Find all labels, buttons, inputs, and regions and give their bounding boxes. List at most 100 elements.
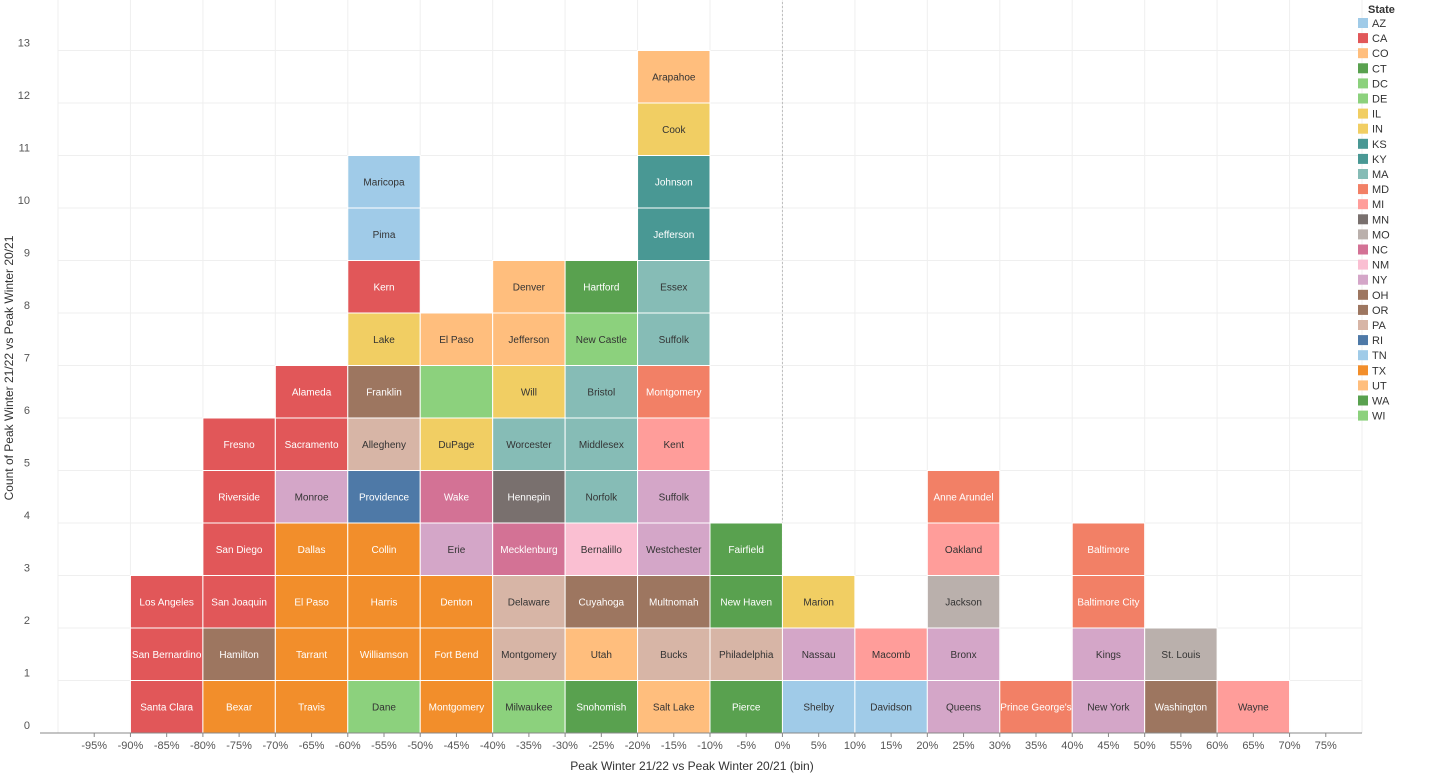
county-label: El Paso [294,597,329,608]
x-tick-label: 70% [1279,740,1301,752]
county-label: Snohomish [576,702,626,713]
legend-swatch [1358,410,1368,421]
x-tick-label: 5% [811,740,827,752]
county-label: Montgomery [501,650,557,661]
legend-label: CA [1372,33,1388,45]
legend-label: MI [1372,199,1384,211]
x-tick-label: 10% [844,740,866,752]
county-label: Will [521,387,537,398]
y-tick-label: 6 [24,405,30,417]
legend-swatch [1358,365,1368,376]
county-cell [419,312,494,366]
legend-label: KS [1372,139,1387,151]
y-tick-label: 7 [24,353,30,365]
county-label: Alameda [292,387,332,398]
legend-label: PA [1372,320,1387,332]
county-label: Riverside [218,492,260,503]
x-tick-label: 45% [1097,740,1119,752]
county-label: Norfolk [585,492,618,503]
county-label: Lake [373,335,395,346]
county-cell [492,365,566,419]
county-label: Cuyahoga [579,597,625,608]
legend-label: TN [1372,350,1387,362]
legend-label: WA [1372,396,1390,408]
county-label: Pima [373,230,396,241]
county-label: Philadelphia [719,650,774,661]
y-axis-title: Count of Peak Winter 21/22 vs Peak Winte… [2,235,16,500]
x-tick-label: -90% [118,740,144,752]
y-tick-label: 9 [24,248,30,260]
county-cell [202,575,276,629]
legend-label: DE [1372,94,1387,106]
legend-label: OR [1372,305,1389,317]
county-label: Monroe [295,492,329,503]
county-label: Tarrant [296,650,327,661]
county-cell [202,417,276,471]
county-label: Milwaukee [505,702,553,713]
legend-label: IL [1372,109,1381,121]
legend-swatch [1358,138,1368,149]
x-tick-label: -80% [190,740,216,752]
legend-label: AZ [1372,18,1386,30]
x-tick-label: 60% [1206,740,1228,752]
county-label: Hamilton [219,650,258,661]
x-tick-label: -5% [736,740,756,752]
x-tick-label: -50% [407,740,433,752]
county-label: Hennepin [507,492,550,503]
county-cell [347,575,421,629]
county-label: San Diego [216,545,263,556]
x-axis: -95% -90% -85% -80% -75% -70% -65% -60% -55% -50%… [40,732,1362,752]
county-label: Santa Clara [140,702,193,713]
county-label: St. Louis [1161,650,1200,661]
county-label: Kings [1096,650,1121,661]
county-label: Baltimore [1087,545,1130,556]
county-label: Shelby [803,702,834,713]
y-tick-label: 4 [24,510,30,522]
county-label: Johnson [655,177,693,188]
county-cell [781,680,856,734]
county-cell [492,260,566,314]
county-cell [564,575,639,629]
legend-label: DC [1372,78,1388,90]
legend-swatch [1358,289,1368,300]
legend-label: CT [1372,63,1387,75]
county-cell [1071,575,1146,629]
legend-swatch [1358,78,1368,89]
x-tick-label: -10% [697,740,723,752]
county-label: Macomb [872,650,911,661]
county-cell [999,680,1073,734]
county-label: Erie [448,545,466,556]
county-cell [274,522,349,576]
county-cell [202,470,276,524]
county-cell [637,627,711,681]
county-label: Marion [803,597,834,608]
y-tick-label: 1 [24,668,30,680]
x-tick-label: 35% [1025,740,1047,752]
county-cell [926,522,1001,576]
county-cell [709,522,783,576]
county-cell [202,522,276,576]
x-tick-label: -25% [588,740,614,752]
county-label: Wake [444,492,470,503]
county-label: Harris [371,597,398,608]
county-label: Fresno [224,440,256,451]
legend-swatch [1358,244,1368,255]
legend-label: NY [1372,275,1388,287]
legend-swatch [1358,153,1368,164]
county-label: Travis [298,702,325,713]
county-label: Multnomah [649,597,698,608]
x-tick-label: -70% [262,740,288,752]
county-label: New Castle [576,335,628,346]
county-label: Montgomery [646,387,702,398]
county-cell [926,575,1001,629]
x-tick-label: -30% [552,740,578,752]
county-cell [564,365,639,419]
county-label: Montgomery [429,702,485,713]
y-tick-label: 5 [24,458,30,470]
y-tick-label: 12 [18,90,30,102]
x-tick-label: 40% [1061,740,1083,752]
x-tick-label: 20% [916,740,938,752]
legend-label: MD [1372,184,1389,196]
county-cell [637,680,711,734]
county-label: Worcester [506,440,552,451]
